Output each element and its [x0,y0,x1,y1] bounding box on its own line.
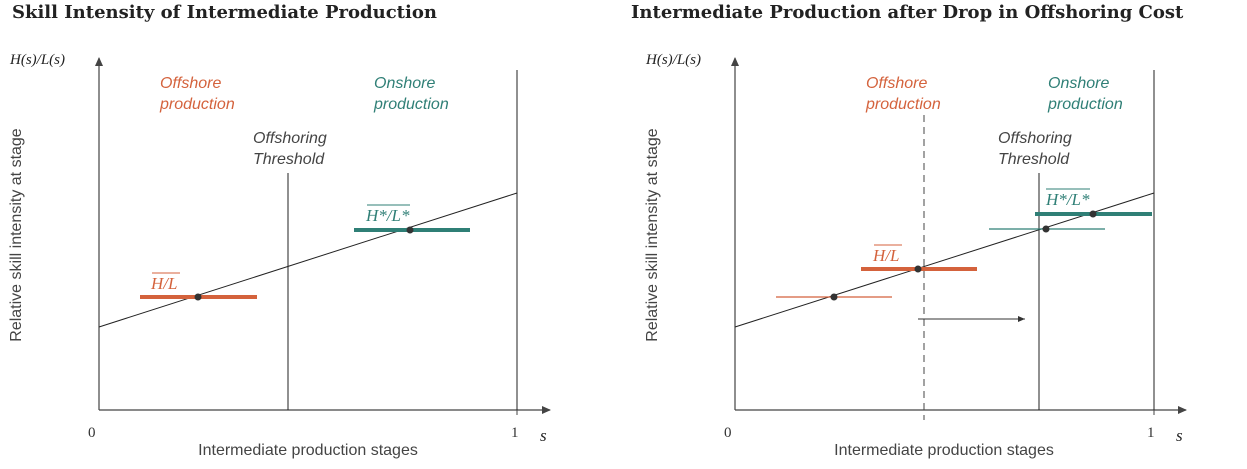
left-threshold-line2: Threshold [253,151,325,168]
right-new-offshore-midpoint [914,265,922,273]
right-offshore-line2: production [865,96,941,113]
right-offshore-line1: Offshore [866,75,927,92]
left-y-axis-symbol: H(s)/L(s) [9,52,65,68]
left-threshold-label: Offshoring Threshold [253,130,331,168]
right-x-origin-label: 0 [724,425,732,441]
right-y-axis-label: Relative skill intensity at stage [644,128,661,342]
left-offshore-line2: production [159,96,235,113]
right-new-onshore-midpoint [1089,210,1097,218]
right-panel-title: Intermediate Production after Drop in Of… [631,2,1184,23]
left-onshore-region-label: Onshore production [373,75,449,113]
left-x-origin-label: 0 [88,425,96,441]
left-skill-intensity-line [98,192,518,328]
left-onshore-line1: Onshore [374,75,435,92]
left-onshore-midpoint [406,226,414,234]
left-onshore-average-label: H*/L* [365,206,410,225]
left-panel: H(s)/L(s) Relative skill intensity at st… [8,52,551,459]
right-onshore-line2: production [1047,96,1123,113]
right-offshore-average-label: H/L [872,246,899,265]
right-offshore-region-label: Offshore production [865,75,941,113]
right-onshore-average-label: H*/L* [1045,190,1090,209]
left-panel-title: Skill Intensity of Intermediate Producti… [12,2,437,23]
left-offshore-average-label: H/L [150,274,177,293]
right-x-axis-symbol: s [1176,426,1183,445]
left-onshore-line2: production [373,96,449,113]
right-onshore-line1: Onshore [1048,75,1109,92]
right-threshold-label: Offshoring Threshold [998,130,1076,168]
right-y-axis-symbol: H(s)/L(s) [645,52,701,68]
left-threshold-line1: Offshoring [253,130,327,147]
right-onshore-region-label: Onshore production [1047,75,1123,113]
left-offshore-line1: Offshore [160,75,221,92]
left-x-axis-label: Intermediate production stages [198,442,418,459]
right-threshold-line2: Threshold [998,151,1070,168]
right-x-axis-label: Intermediate production stages [834,442,1054,459]
left-x-axis-symbol: s [540,426,547,445]
left-y-axis-label: Relative skill intensity at stage [8,128,25,342]
right-old-offshore-midpoint [830,293,838,301]
right-old-onshore-midpoint [1042,225,1050,233]
left-offshore-midpoint [194,293,202,301]
left-offshore-region-label: Offshore production [159,75,235,113]
right-x-end-label: 1 [1147,425,1155,441]
right-threshold-line1: Offshoring [998,130,1072,147]
left-x-end-label: 1 [511,425,519,441]
right-panel: H(s)/L(s) Relative skill intensity at st… [644,52,1187,459]
